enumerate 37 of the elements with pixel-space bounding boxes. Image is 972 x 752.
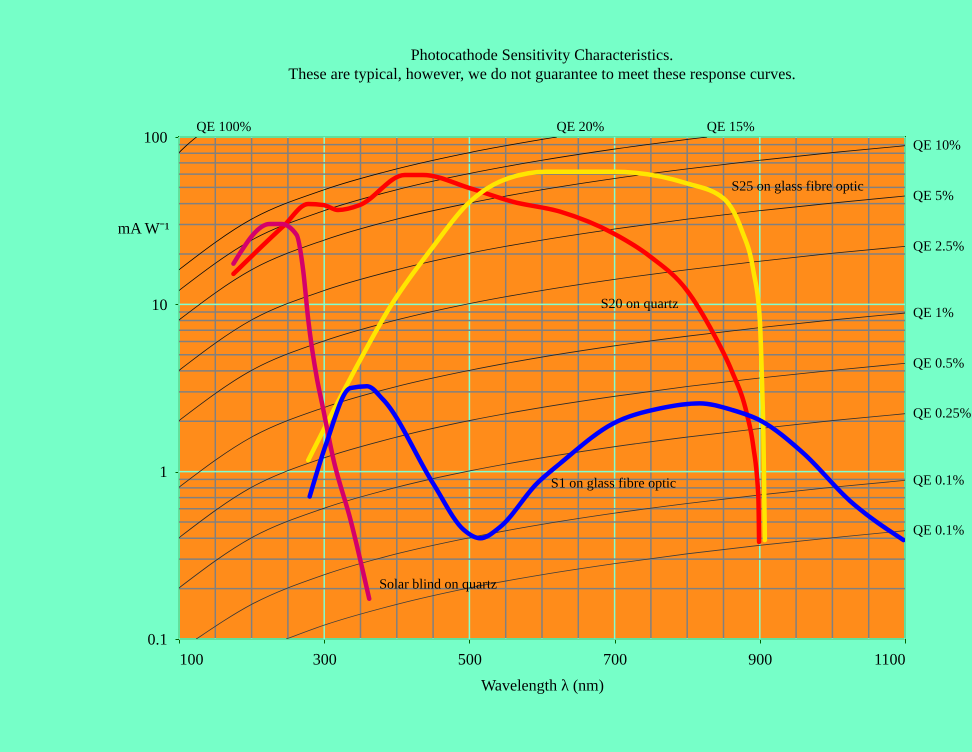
series-label: QE 10% <box>913 138 962 154</box>
y-tick-label: 10 <box>152 296 168 314</box>
x-tick-label: 900 <box>748 652 772 668</box>
line-series <box>307 384 905 542</box>
line-series <box>179 362 905 538</box>
y-axis-title: mA W⁻¹ <box>118 220 170 238</box>
x-tick-label: 300 <box>312 652 337 668</box>
y-tick-label: 1 <box>160 464 168 482</box>
line-series <box>179 145 905 320</box>
series-label: S25 on glass fibre optic <box>732 179 864 194</box>
line-series <box>179 137 557 270</box>
series-label: S1 on glass fibre optic <box>550 476 676 492</box>
line-series <box>179 137 708 291</box>
y-tick-label: 0.1 <box>148 632 168 648</box>
series-label: QE 0.25% <box>913 406 972 422</box>
x-tick-label: 500 <box>458 652 482 668</box>
line-series <box>286 530 905 639</box>
line-series <box>231 222 372 601</box>
series-label: QE 2.5% <box>913 239 965 254</box>
x-tick-label: 100 <box>180 652 204 668</box>
y-tick-label: 100 <box>144 130 168 146</box>
series-label: QE 20% <box>556 120 605 135</box>
series-label: QE 5% <box>913 189 954 204</box>
x-tick-label: 700 <box>603 652 628 668</box>
series-label: QE 100% <box>196 120 252 135</box>
series-label: QE 1% <box>913 306 954 322</box>
chart-title: Photocathode Sensitivity Characteristics. <box>410 47 674 64</box>
x-axis-title: Wavelength λ (nm) <box>481 678 604 694</box>
x-tick-label: 1100 <box>874 652 906 668</box>
series-label: QE 15% <box>706 120 755 135</box>
series-label: QE 0.1% <box>913 524 965 539</box>
line-series <box>179 196 905 371</box>
line-series <box>196 480 905 639</box>
chart-subtitle: These are typical, however, we do not guarantee to meet these response curves. <box>288 66 796 83</box>
series-label: QE 0.5% <box>913 356 965 372</box>
series-label: QE 0.1% <box>913 473 965 488</box>
line-series <box>179 246 905 421</box>
